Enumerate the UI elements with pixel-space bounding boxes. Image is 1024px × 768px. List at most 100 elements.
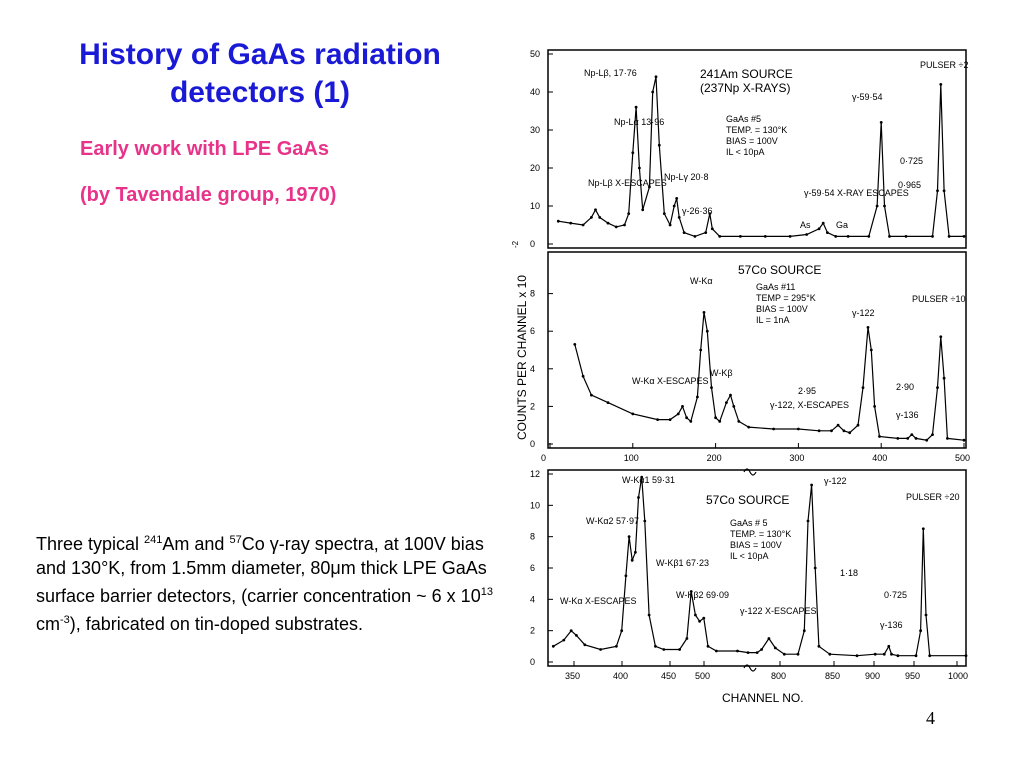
data-point	[739, 235, 742, 238]
x-tick-label: 1000	[948, 671, 968, 681]
data-point	[879, 121, 883, 124]
data-point	[856, 423, 860, 427]
data-point	[704, 231, 708, 235]
data-point	[826, 231, 829, 235]
detector-info: GaAs #5	[726, 114, 761, 124]
slide-title: History of GaAs radiation detectors (1)	[79, 38, 441, 109]
data-point	[696, 395, 699, 399]
data-point	[883, 204, 886, 208]
data-point	[689, 420, 693, 423]
data-point	[693, 235, 697, 238]
data-point	[705, 329, 709, 333]
data-point	[846, 235, 850, 238]
data-point	[747, 425, 751, 429]
data-point	[861, 386, 865, 389]
x-tick-label: 500	[955, 453, 970, 463]
data-point	[648, 185, 651, 189]
data-point	[620, 629, 624, 633]
data-point	[936, 189, 939, 193]
data-point	[718, 235, 722, 238]
data-point	[685, 637, 689, 640]
panel-co57-295k: 0 2 4 6 8 0 100 200 300 400 500 57Co SOURCE GaAs #11…	[530, 263, 970, 463]
y-tick-label: 40	[530, 87, 540, 97]
source-label: 57Co SOURCE	[706, 493, 789, 507]
data-point	[919, 629, 922, 633]
data-point	[718, 420, 722, 423]
data-point	[594, 208, 597, 212]
peak-annotation: γ-122	[852, 308, 875, 318]
data-point	[896, 437, 900, 440]
data-point	[651, 90, 655, 94]
y-tick-label: 8	[530, 532, 535, 542]
data-point	[755, 651, 759, 654]
data-point	[725, 401, 728, 404]
data-point	[641, 208, 645, 212]
data-point	[737, 420, 741, 423]
data-point	[657, 143, 661, 147]
data-point	[890, 652, 893, 656]
data-point	[947, 235, 951, 238]
data-point	[638, 166, 641, 170]
y-tick-label: 10	[530, 500, 540, 510]
y-tick-label: 6	[530, 326, 535, 336]
peak-annotation: W-Kβ	[710, 368, 733, 378]
peak-annotation: Np-Lα 13·96	[614, 117, 664, 127]
data-point	[921, 527, 925, 531]
peak-annotation: 0·725	[884, 590, 907, 600]
detector-info: BIAS = 100V	[756, 304, 808, 314]
data-point	[925, 438, 929, 442]
data-point	[662, 648, 666, 651]
data-point	[702, 311, 706, 314]
data-point	[910, 433, 914, 436]
axis-break-mark	[743, 664, 757, 672]
data-point	[675, 197, 679, 200]
data-point	[931, 433, 934, 436]
spectrum-line	[558, 76, 964, 238]
data-point	[654, 75, 658, 79]
data-point	[590, 393, 593, 397]
y-tick-label: 0	[530, 657, 535, 667]
data-point	[773, 646, 777, 650]
y-tick-label: 4	[530, 594, 535, 604]
y-tick-label: 0	[530, 439, 535, 449]
data-point	[708, 212, 712, 216]
data-point	[678, 648, 681, 651]
data-point	[887, 644, 891, 648]
x-tick-label: 350	[565, 671, 580, 681]
data-point	[643, 519, 647, 523]
data-point	[627, 212, 631, 216]
data-point	[640, 475, 644, 479]
peak-annotation: W-Kβ2 69·09	[676, 590, 729, 600]
peak-annotation: 1·18	[840, 568, 858, 578]
data-point	[614, 225, 618, 229]
peak-annotation: γ-59·54	[852, 92, 883, 102]
data-point	[689, 590, 693, 593]
data-point	[736, 649, 739, 653]
y-tick-label: 8	[530, 289, 535, 299]
peak-annotation: γ-26·36	[682, 206, 713, 216]
data-point	[668, 223, 672, 227]
detector-info: GaAs # 5	[730, 518, 768, 528]
data-point	[962, 235, 966, 238]
data-point	[637, 496, 640, 499]
x-tick-label: 500	[695, 671, 710, 681]
data-point	[855, 654, 859, 658]
data-point	[931, 235, 934, 238]
data-point	[782, 652, 786, 656]
data-point	[830, 429, 833, 433]
data-point	[797, 427, 800, 431]
data-point	[802, 629, 806, 633]
data-point	[710, 386, 713, 389]
peak-annotation: W-Kα1 59·31	[622, 475, 675, 485]
peak-annotation: 0·965	[898, 180, 921, 190]
data-point	[904, 235, 908, 238]
y-tick-label: 12	[530, 469, 540, 479]
data-point	[685, 416, 688, 420]
data-point	[882, 652, 886, 656]
data-point	[878, 435, 881, 438]
data-point	[581, 374, 585, 378]
peak-annotation: γ-136	[880, 620, 903, 630]
data-point	[606, 401, 610, 404]
x-tick-label: 200	[707, 453, 722, 463]
